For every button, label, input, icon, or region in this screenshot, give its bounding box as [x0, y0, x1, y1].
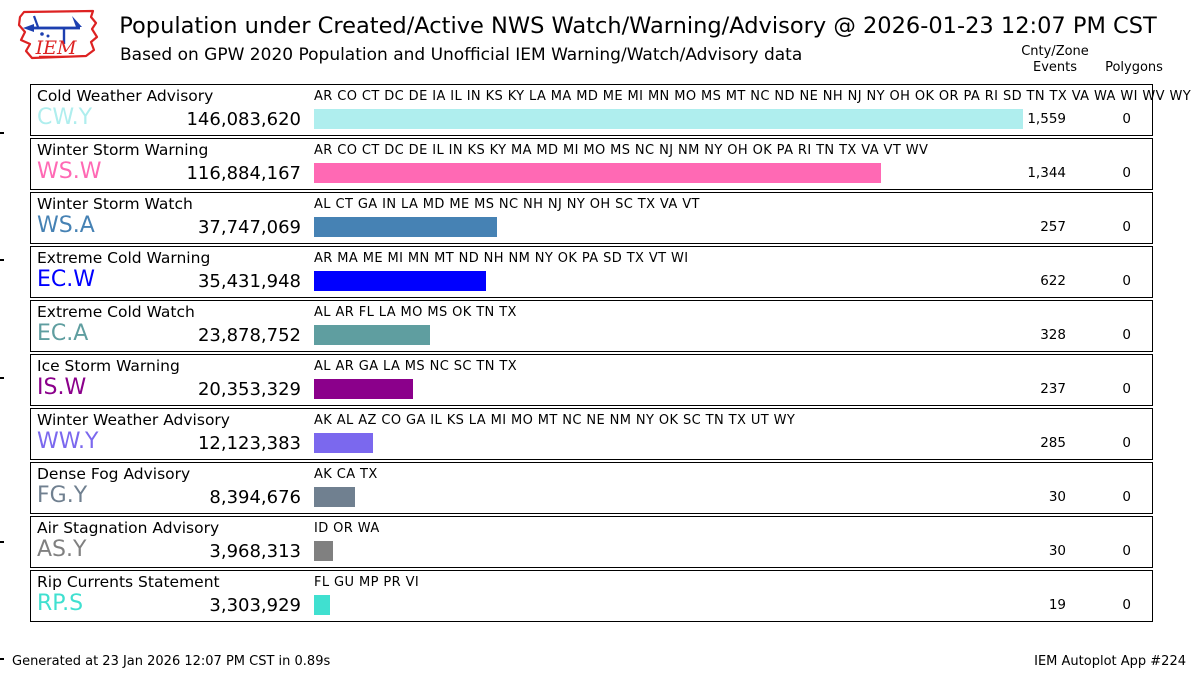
- axis-tick: [0, 259, 4, 261]
- population-bar: [314, 217, 497, 237]
- events-count: 237: [1040, 381, 1066, 397]
- advisory-name: Winter Storm Warning: [37, 141, 209, 159]
- states-list: FL GU MP PR VI: [314, 575, 420, 590]
- advisory-code: WS.W: [37, 159, 102, 184]
- advisory-code: CW.Y: [37, 105, 93, 130]
- advisory-row: Rip Currents Statement RP.S 3,303,929 FL…: [30, 570, 1153, 622]
- advisory-name: Cold Weather Advisory: [37, 87, 214, 105]
- advisory-code: AS.Y: [37, 537, 87, 562]
- advisory-name: Winter Weather Advisory: [37, 411, 230, 429]
- iem-logo: IEM: [17, 9, 99, 60]
- advisory-code: EC.W: [37, 267, 96, 292]
- column-header-events-line1: Cnty/Zone: [1021, 44, 1089, 59]
- generated-timestamp: Generated at 23 Jan 2026 12:07 PM CST in…: [12, 654, 331, 669]
- advisory-row: Ice Storm Warning IS.W 20,353,329 AL AR …: [30, 354, 1153, 406]
- events-count: 30: [1048, 543, 1066, 559]
- population-bar: [314, 379, 413, 399]
- population-value: 146,083,620: [186, 109, 301, 130]
- advisory-name: Dense Fog Advisory: [37, 465, 191, 483]
- states-list: AL AR FL LA MO MS OK TN TX: [314, 305, 517, 320]
- polygons-count: 0: [1122, 273, 1131, 289]
- polygons-count: 0: [1122, 489, 1131, 505]
- axis-tick: [0, 658, 4, 660]
- advisory-row: Cold Weather Advisory CW.Y 146,083,620 A…: [30, 84, 1191, 136]
- events-count: 30: [1048, 489, 1066, 505]
- logo-iem-text: IEM: [35, 37, 77, 59]
- polygons-count: 0: [1122, 327, 1131, 343]
- column-header-events-line2: Events: [1032, 60, 1077, 75]
- advisory-name: Rip Currents Statement: [37, 573, 220, 591]
- events-count: 257: [1040, 219, 1066, 235]
- advisory-code: IS.W: [37, 375, 87, 400]
- weathervane-icon: [23, 15, 82, 44]
- advisory-row: Extreme Cold Watch EC.A 23,878,752 AL AR…: [30, 300, 1153, 352]
- advisory-name: Ice Storm Warning: [37, 357, 180, 375]
- advisory-code: RP.S: [37, 591, 84, 616]
- events-count: 1,344: [1027, 165, 1066, 181]
- events-count: 622: [1040, 273, 1066, 289]
- population-bar: [314, 271, 486, 291]
- advisory-row: Extreme Cold Warning EC.W 35,431,948 AR …: [30, 246, 1153, 298]
- advisory-row: Dense Fog Advisory FG.Y 8,394,676 AK CA …: [30, 462, 1153, 514]
- polygons-count: 0: [1122, 381, 1131, 397]
- advisory-code: FG.Y: [37, 483, 88, 508]
- population-bar: [314, 325, 430, 345]
- states-list: AK AL AZ CO GA IL KS LA MI MO MT NC NE N…: [314, 413, 796, 428]
- states-list: AK CA TX: [314, 467, 378, 482]
- advisory-code: EC.A: [37, 321, 89, 346]
- population-value: 8,394,676: [209, 487, 301, 508]
- advisory-row: Winter Storm Warning WS.W 116,884,167 AR…: [30, 138, 1153, 190]
- states-list: AL AR GA LA MS NC SC TN TX: [314, 359, 518, 374]
- page-subtitle: Based on GPW 2020 Population and Unoffic…: [120, 45, 803, 65]
- app-credit: IEM Autoplot App #224: [1034, 654, 1186, 669]
- population-bar: [314, 487, 355, 507]
- events-count: 19: [1048, 597, 1066, 613]
- states-list: AR CO CT DC DE IL IN KS KY MA MD MI MO M…: [314, 143, 929, 158]
- events-count: 328: [1040, 327, 1066, 343]
- column-header-polygons: Polygons: [1105, 60, 1163, 75]
- advisory-code: WW.Y: [37, 429, 99, 454]
- states-list: AR MA ME MI MN MT ND NH NM NY OK PA SD T…: [314, 251, 689, 266]
- polygons-count: 0: [1122, 165, 1131, 181]
- polygons-count: 0: [1122, 597, 1131, 613]
- population-value: 35,431,948: [197, 271, 301, 292]
- polygons-count: 0: [1122, 435, 1131, 451]
- advisory-row: Winter Storm Watch WS.A 37,747,069 AL CT…: [30, 192, 1153, 244]
- population-value: 3,303,929: [209, 595, 301, 616]
- advisory-row: Air Stagnation Advisory AS.Y 3,968,313 I…: [30, 516, 1153, 568]
- population-bar: [314, 541, 333, 561]
- states-list: AL CT GA IN LA MD ME MS NC NH NJ NY OH S…: [314, 197, 700, 212]
- advisory-name: Air Stagnation Advisory: [37, 519, 220, 537]
- advisory-table: Cold Weather Advisory CW.Y 146,083,620 A…: [30, 84, 1191, 624]
- axis-tick: [0, 541, 4, 543]
- polygons-count: 0: [1122, 219, 1131, 235]
- axis-tick: [0, 132, 4, 134]
- population-value: 116,884,167: [186, 163, 301, 184]
- population-value: 37,747,069: [197, 217, 301, 238]
- states-list: ID OR WA: [314, 521, 380, 536]
- events-count: 285: [1040, 435, 1066, 451]
- page-title: Population under Created/Active NWS Watc…: [119, 13, 1157, 39]
- states-list: AR CO CT DC DE IA IL IN KS KY LA MA MD M…: [314, 89, 1192, 104]
- population-bar: [314, 595, 330, 615]
- advisory-name: Extreme Cold Warning: [37, 249, 211, 267]
- population-value: 3,968,313: [209, 541, 301, 562]
- events-count: 1,559: [1027, 111, 1066, 127]
- population-value: 23,878,752: [197, 325, 301, 346]
- axis-tick: [0, 377, 4, 379]
- advisory-name: Extreme Cold Watch: [37, 303, 195, 321]
- population-bar: [314, 433, 373, 453]
- population-value: 12,123,383: [197, 433, 301, 454]
- advisory-name: Winter Storm Watch: [37, 195, 193, 213]
- polygons-count: 0: [1122, 111, 1131, 127]
- population-bar: [314, 109, 1023, 129]
- column-header-events: Cnty/Zone Events: [1003, 44, 1107, 76]
- population-value: 20,353,329: [197, 379, 301, 400]
- advisory-code: WS.A: [37, 213, 95, 238]
- advisory-row: Winter Weather Advisory WW.Y 12,123,383 …: [30, 408, 1153, 460]
- polygons-count: 0: [1122, 543, 1131, 559]
- population-bar: [314, 163, 881, 183]
